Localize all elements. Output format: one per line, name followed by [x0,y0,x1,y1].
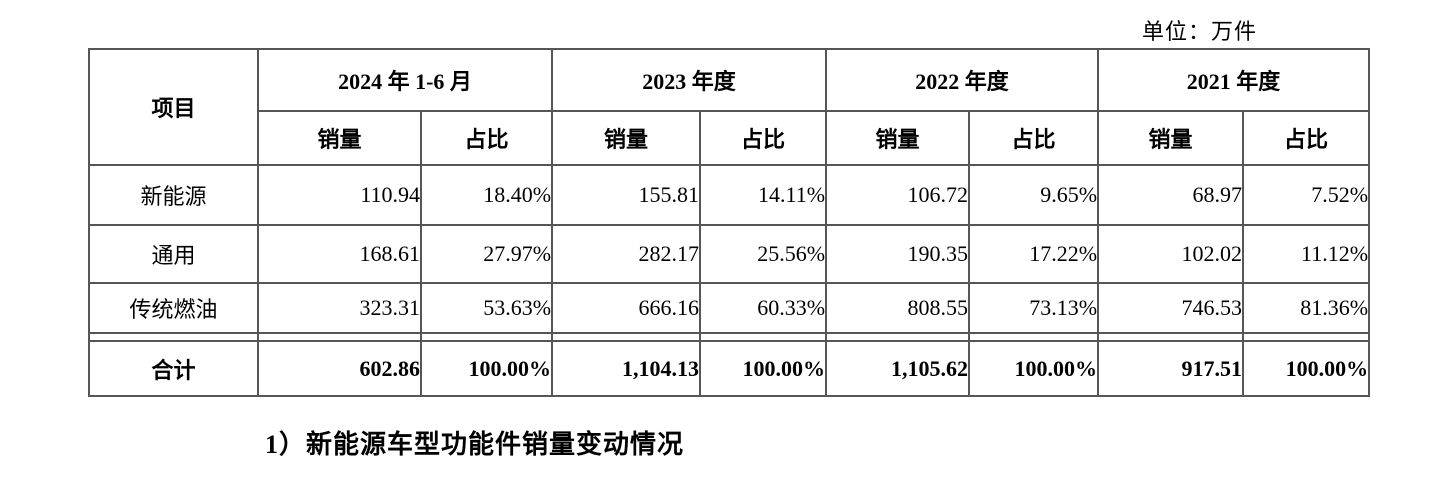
cell-volume-2022: 190.35 [825,224,971,284]
cell-volume-2021: 68.97 [1097,164,1245,226]
row-label: 通用 [88,224,259,284]
cell-volume-2023: 282.17 [551,224,702,284]
row-label: 传统燃油 [88,282,259,334]
section-caption: 1）新能源车型功能件销量变动情况 [265,430,685,459]
header-period-2024: 2024 年 1-6 月 [256,48,554,112]
cell-share-2022: 17.22% [968,224,1100,284]
cell-share-2021: 11.12% [1242,224,1371,284]
cell-volume-2023: 155.81 [551,164,702,226]
cell-volume-2023: 1,104.13 [551,340,702,397]
header-volume-2023: 销量 [551,110,702,166]
header-period-2021: 2021 年度 [1097,48,1371,112]
cell-share-2021: 100.00% [1242,340,1371,397]
double-rule-spacer [88,332,1371,342]
cell-volume-2022: 106.72 [825,164,971,226]
cell-share-2021: 81.36% [1242,282,1371,334]
cell-volume-2024: 602.86 [257,340,422,397]
cell-share-2022: 9.65% [968,164,1100,226]
table-row-general: 通用 168.61 27.97% 282.17 25.56% 190.35 17… [88,224,1371,284]
cell-share-2024: 27.97% [419,224,554,284]
row-label: 合计 [88,340,259,397]
cell-volume-2024: 323.31 [257,282,422,334]
cell-volume-2024: 168.61 [257,224,422,284]
header-period-2023: 2023 年度 [551,48,828,112]
cell-share-2022: 73.13% [968,282,1100,334]
table-row-traditional-fuel: 传统燃油 323.31 53.63% 666.16 60.33% 808.55 … [88,282,1371,334]
table-row-total: 合计 602.86 100.00% 1,104.13 100.00% 1,105… [88,340,1371,397]
cell-share-2024: 18.40% [419,164,554,226]
header-share-2021: 占比 [1242,110,1371,166]
cell-volume-2021: 746.53 [1097,282,1245,334]
header-volume-2021: 销量 [1097,110,1245,166]
cell-share-2024: 100.00% [419,340,554,397]
cell-share-2022: 100.00% [968,340,1100,397]
cell-share-2023: 25.56% [699,224,828,284]
cell-volume-2021: 917.51 [1097,340,1245,397]
cell-volume-2024: 110.94 [257,164,422,226]
cell-share-2023: 100.00% [699,340,828,397]
header-share-2024: 占比 [419,110,554,166]
unit-label: 单位：万件 [1141,19,1257,44]
cell-share-2023: 14.11% [699,164,828,226]
sales-volume-table: 项目 2024 年 1-6 月 2023 年度 2022 年度 2021 年度 … [88,48,1371,397]
cell-volume-2023: 666.16 [551,282,702,334]
row-label: 新能源 [88,164,259,226]
cell-volume-2022: 1,105.62 [825,340,971,397]
cell-share-2023: 60.33% [699,282,828,334]
header-item: 项目 [88,48,259,166]
cell-volume-2021: 102.02 [1097,224,1245,284]
header-volume-2022: 销量 [825,110,971,166]
table-header-years: 项目 2024 年 1-6 月 2023 年度 2022 年度 2021 年度 [88,48,1371,166]
table-header-subcolumns: 销量 占比 销量 占比 销量 占比 销量 占比 [89,110,1371,166]
cell-volume-2022: 808.55 [825,282,971,334]
header-period-2022: 2022 年度 [825,48,1100,112]
cell-share-2021: 7.52% [1242,164,1371,226]
header-share-2023: 占比 [699,110,828,166]
header-volume-2024: 销量 [257,110,422,166]
table-row-new-energy: 新能源 110.94 18.40% 155.81 14.11% 106.72 9… [88,164,1371,226]
header-share-2022: 占比 [968,110,1100,166]
cell-share-2024: 53.63% [419,282,554,334]
